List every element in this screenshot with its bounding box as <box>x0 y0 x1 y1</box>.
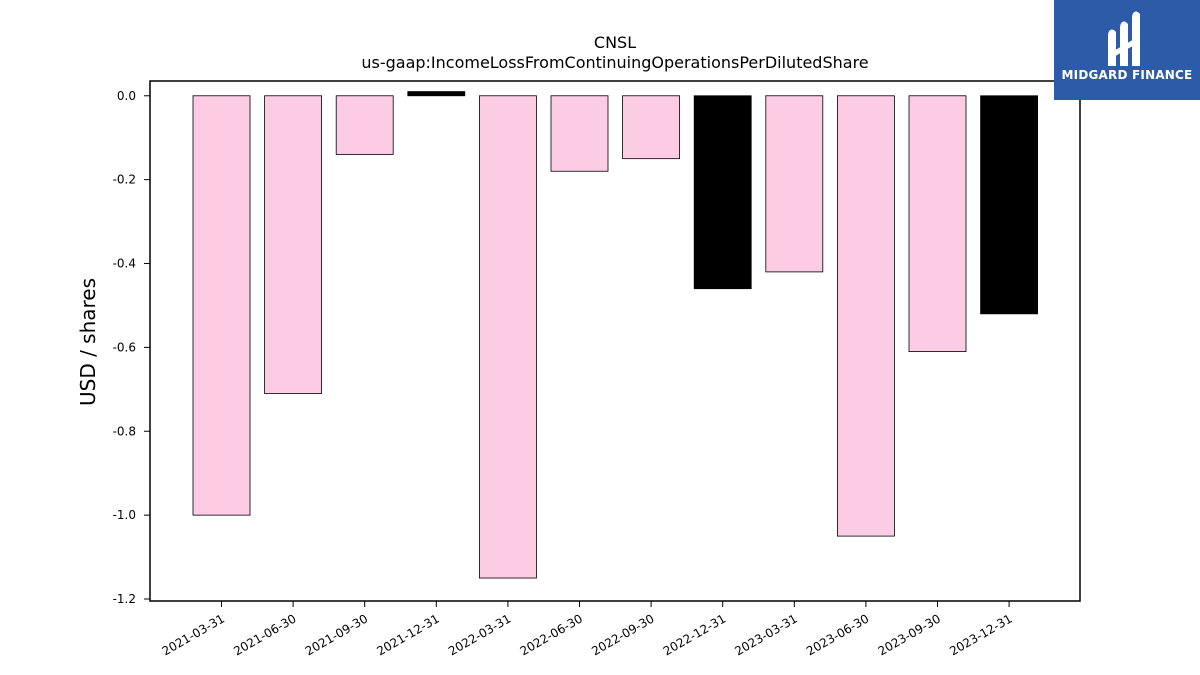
midgard-finance-logo: MIDGARD FINANCE <box>1054 0 1200 100</box>
logo-text: MIDGARD FINANCE <box>1061 68 1193 82</box>
x-tick-label: 2021-12-31 <box>374 611 441 658</box>
chart-title: CNSL <box>594 33 636 52</box>
x-tick-label: 2023-03-31 <box>732 611 799 658</box>
bar-2023-12-31 <box>980 95 1038 315</box>
bar-2022-03-31 <box>478 95 537 579</box>
y-tick-label: -0.6 <box>113 340 136 354</box>
logo-mark-icon <box>1108 11 1140 66</box>
plot-frame <box>149 80 1081 602</box>
x-tick-label: 2022-12-31 <box>661 611 728 658</box>
y-axis-label: USD / shares <box>76 278 100 406</box>
y-tick-label: -0.2 <box>113 173 136 187</box>
x-tick-label: 2023-09-30 <box>876 611 943 658</box>
x-tick-label: 2023-06-30 <box>804 611 871 658</box>
y-tick-label: -0.4 <box>113 257 136 271</box>
y-tick-label: -0.8 <box>113 424 136 438</box>
y-tick-label: -1.2 <box>113 592 136 606</box>
bar-2021-03-31 <box>192 95 251 516</box>
x-tick-label: 2022-06-30 <box>518 611 585 658</box>
bar-2021-12-31 <box>407 91 466 97</box>
bar-2022-06-30 <box>550 95 609 172</box>
y-tick-label: 0.0 <box>117 89 136 103</box>
bar-2023-09-30 <box>908 95 967 352</box>
bar-2021-06-30 <box>264 95 323 394</box>
x-tick-label: 2021-06-30 <box>231 611 298 658</box>
bars-group <box>192 91 1038 579</box>
x-tick-label: 2022-03-31 <box>446 611 513 658</box>
x-tick-label: 2023-12-31 <box>947 611 1014 658</box>
bar-2021-09-30 <box>335 95 394 155</box>
bar-2022-12-31 <box>693 95 752 290</box>
x-tick-label: 2021-09-30 <box>303 611 370 658</box>
bar-2023-03-31 <box>765 95 824 273</box>
y-tick-label: -1.0 <box>113 508 136 522</box>
bar-2023-06-30 <box>837 95 895 537</box>
bar-2022-09-30 <box>622 95 680 160</box>
chart-subtitle: us-gaap:IncomeLossFromContinuingOperatio… <box>361 53 868 72</box>
x-tick-label: 2021-03-31 <box>160 611 227 658</box>
x-tick-label: 2022-09-30 <box>589 611 656 658</box>
